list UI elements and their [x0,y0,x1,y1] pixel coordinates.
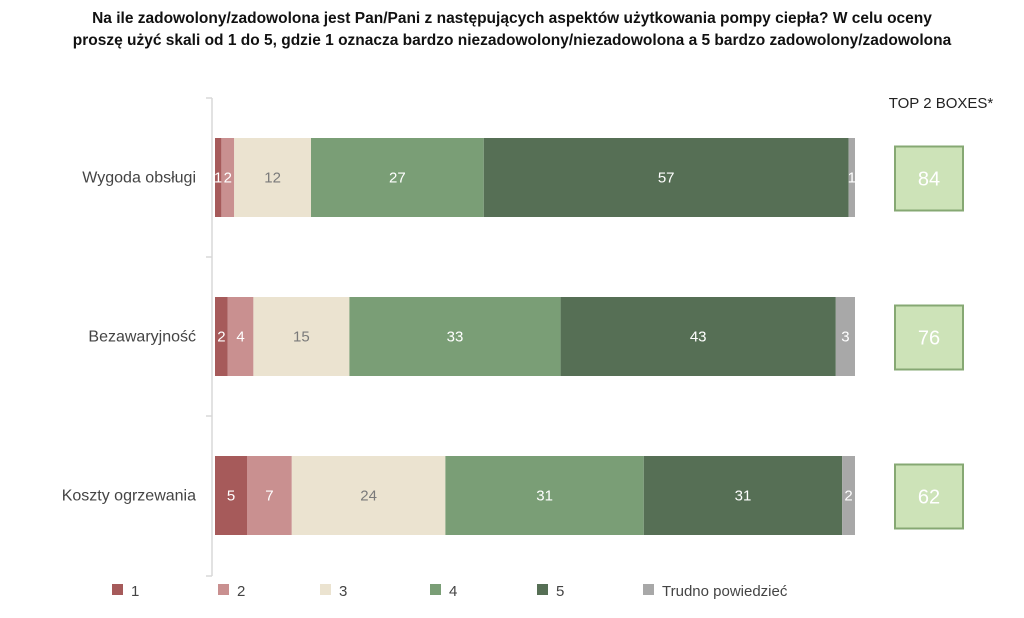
bar-segment [842,456,855,535]
bar-segment [643,456,843,535]
legend-swatch [643,584,654,595]
data-label: 7 [265,488,273,505]
category-label: Bezawaryjność [88,329,196,346]
data-label: 4 [236,329,244,346]
legend-swatch [218,584,229,595]
bar-segment [215,138,222,217]
legend-swatch [537,584,548,595]
bar-segment [848,138,855,217]
top2-box [894,304,964,371]
bar-segment [253,297,350,376]
legend-swatch [430,584,441,595]
bar-segment [291,456,446,535]
chart-title: Na ile zadowolony/zadowolona jest Pan/Pa… [0,8,1024,52]
top2-box [894,145,964,212]
legend-swatch [320,584,331,595]
top2-header: TOP 2 BOXES* [889,95,994,112]
bar-segment [349,297,561,376]
bar-segment [560,297,836,376]
legend-label: 4 [449,583,457,600]
title-line-1: Na ile zadowolony/zadowolona jest Pan/Pa… [92,10,932,27]
category-label: Wygoda obsługi [82,170,196,187]
bar-segment [247,456,292,535]
bar-segment [221,138,235,217]
top2-value: 84 [918,169,940,191]
data-label: 33 [447,329,464,346]
top2-value: 62 [918,487,940,509]
data-label: 31 [735,488,752,505]
top2-box [894,463,964,530]
legend-label: 3 [339,583,347,600]
top2-value: 76 [918,328,940,350]
bar-segment [311,138,484,217]
data-label: 2 [224,170,232,187]
data-label: 1 [848,170,856,187]
bar-segment [835,297,855,376]
bar-segment [215,297,228,376]
bar-segment [483,138,849,217]
legend-label: 5 [556,583,564,600]
category-label: Koszty ogrzewania [62,488,196,505]
legend-label: 2 [237,583,245,600]
data-label: 3 [841,329,849,346]
data-label: 15 [293,329,310,346]
title-line-2: proszę użyć skali od 1 do 5, gdzie 1 ozn… [72,32,952,49]
data-label: 27 [389,170,406,187]
data-label: 12 [264,170,281,187]
bar-segment [445,456,644,535]
bar-segment [227,297,254,376]
bar-segment [215,456,247,535]
data-label: 5 [227,488,235,505]
data-label: 2 [844,488,852,505]
legend-label: Trudno powiedzieć [662,583,788,600]
legend-swatch [112,584,123,595]
data-label: 43 [690,329,707,346]
data-label: 24 [360,488,377,505]
bar-segment [234,138,311,217]
data-label: 1 [214,170,222,187]
data-label: 31 [536,488,553,505]
legend-label: 1 [131,583,139,600]
data-label: 57 [658,170,675,187]
data-label: 2 [217,329,225,346]
